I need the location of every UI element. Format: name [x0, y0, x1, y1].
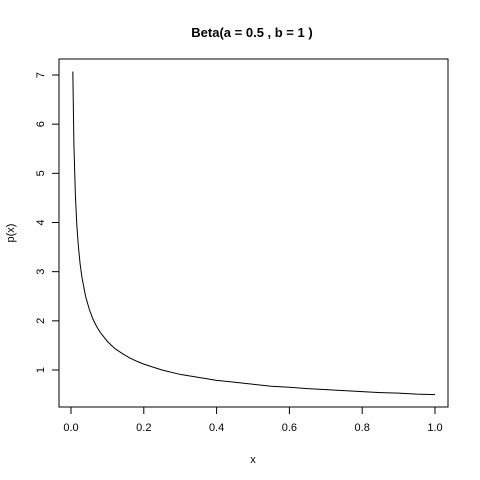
y-tick-label: 4 — [35, 219, 47, 225]
x-tick-label: 0.4 — [209, 422, 224, 434]
x-axis-label: x — [250, 454, 256, 466]
y-tick-label: 3 — [35, 269, 47, 275]
x-tick-label: 0.6 — [282, 422, 297, 434]
density-curve — [72, 71, 436, 396]
y-tick-label: 5 — [35, 170, 47, 176]
y-tick-label: 1 — [35, 367, 47, 373]
y-tick-label: 6 — [35, 121, 47, 127]
x-tick-label: 0.2 — [136, 422, 151, 434]
plot-frame — [58, 58, 449, 408]
y-tick-label: 7 — [35, 72, 47, 78]
chart-title: Beta(a = 0.5 , b = 1 ) — [191, 25, 312, 40]
y-axis-label: p(x) — [5, 224, 17, 243]
x-axis: 0.0 0.2 0.4 0.6 0.8 1.0 — [63, 407, 443, 434]
x-tick-label: 0.8 — [355, 422, 370, 434]
y-tick-label: 2 — [35, 318, 47, 324]
x-tick-label: 1.0 — [427, 422, 442, 434]
y-axis: 1 2 3 4 5 6 7 — [35, 72, 59, 373]
x-tick-label: 0.0 — [63, 422, 78, 434]
